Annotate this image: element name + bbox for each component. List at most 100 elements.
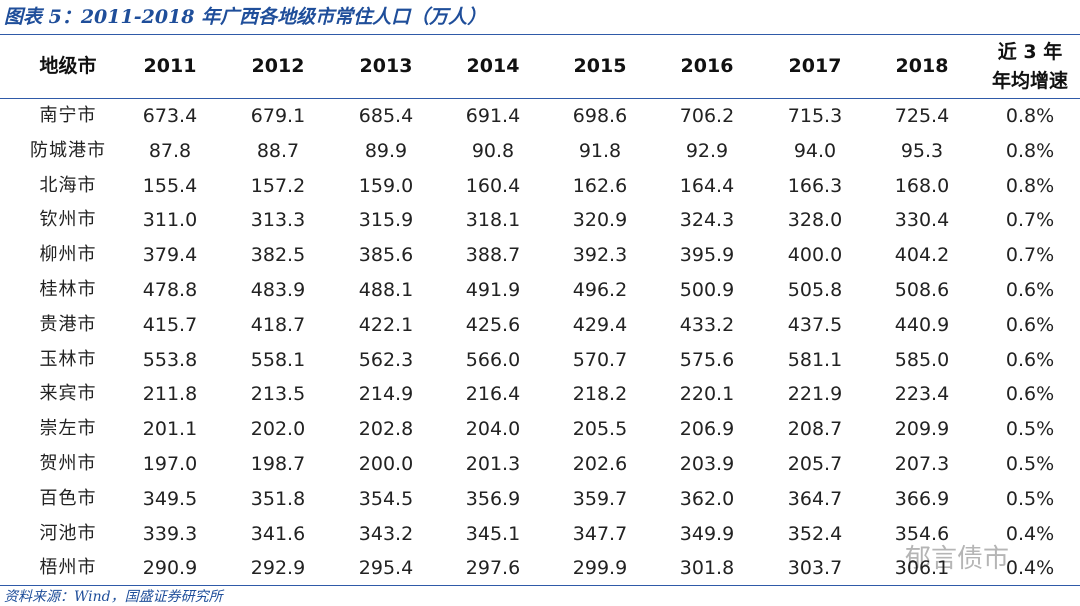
value-cell: 0.4%	[1005, 522, 1055, 545]
value-cell: 379.4	[142, 244, 198, 267]
city-cell: 百色市	[39, 487, 97, 509]
value-cell: 318.1	[465, 209, 521, 232]
value-cell: 349.9	[679, 522, 735, 545]
value-cell: 0.8%	[1005, 105, 1055, 127]
value-cell: 352.4	[787, 522, 843, 545]
value-cell: 570.7	[572, 348, 628, 371]
city-cell: 贺州市	[39, 453, 97, 474]
top-rule	[0, 34, 1080, 35]
value-cell: 95.3	[900, 139, 944, 162]
value-cell: 90.8	[471, 139, 515, 162]
source: 资料来源：Wind，国盛证券研究所	[4, 589, 223, 605]
value-cell: 483.9	[250, 279, 306, 301]
value-cell: 679.1	[250, 105, 306, 127]
value-cell: 0.6%	[1005, 348, 1055, 371]
value-cell: 208.7	[787, 418, 843, 441]
value-cell: 299.9	[572, 557, 628, 580]
header-cell: 2017	[788, 55, 842, 77]
value-cell: 425.6	[465, 313, 521, 336]
value-cell: 87.8	[148, 139, 192, 162]
header-cell: 年均增速	[991, 70, 1069, 92]
value-cell: 0.8%	[1005, 139, 1055, 162]
value-cell: 328.0	[787, 209, 843, 232]
value-cell: 345.1	[465, 522, 521, 545]
value-cell: 685.4	[358, 105, 414, 127]
value-cell: 216.4	[465, 383, 521, 406]
value-cell: 422.1	[358, 313, 414, 336]
value-cell: 562.3	[358, 348, 414, 371]
value-cell: 0.7%	[1005, 209, 1055, 232]
city-cell: 崇左市	[39, 418, 97, 440]
value-cell: 205.5	[572, 418, 628, 441]
value-cell: 585.0	[894, 348, 950, 371]
value-cell: 168.0	[894, 174, 950, 197]
value-cell: 0.7%	[1005, 244, 1055, 267]
value-cell: 0.6%	[1005, 383, 1055, 406]
value-cell: 306.1	[894, 557, 950, 580]
value-cell: 198.7	[250, 453, 306, 475]
value-cell: 88.7	[256, 139, 300, 162]
value-cell: 204.0	[465, 418, 521, 441]
value-cell: 202.0	[250, 418, 306, 441]
city-cell: 南宁市	[39, 105, 97, 126]
value-cell: 400.0	[787, 244, 843, 267]
value-cell: 366.9	[894, 487, 950, 510]
value-cell: 382.5	[250, 244, 306, 267]
city-cell: 钦州市	[39, 209, 97, 231]
value-cell: 575.6	[679, 348, 735, 371]
value-cell: 0.6%	[1005, 279, 1055, 301]
value-cell: 221.9	[787, 383, 843, 406]
value-cell: 164.4	[679, 174, 735, 197]
value-cell: 91.8	[578, 139, 622, 162]
value-cell: 290.9	[142, 557, 198, 580]
city-cell: 柳州市	[39, 244, 97, 266]
value-cell: 364.7	[787, 487, 843, 510]
value-cell: 341.6	[250, 522, 306, 545]
header-rule	[0, 98, 1080, 99]
value-cell: 220.1	[679, 383, 735, 406]
header-cell: 2011	[143, 55, 197, 77]
value-cell: 200.0	[358, 453, 414, 475]
value-cell: 313.3	[250, 209, 306, 232]
value-cell: 558.1	[250, 348, 306, 371]
value-cell: 349.5	[142, 487, 198, 510]
value-cell: 209.9	[894, 418, 950, 441]
value-cell: 297.6	[465, 557, 521, 580]
value-cell: 311.0	[142, 209, 198, 232]
value-cell: 202.6	[572, 453, 628, 475]
city-cell: 北海市	[39, 174, 97, 196]
value-cell: 213.5	[250, 383, 306, 406]
value-cell: 320.9	[572, 209, 628, 232]
city-cell: 梧州市	[39, 557, 97, 579]
value-cell: 295.4	[358, 557, 414, 580]
value-cell: 415.7	[142, 313, 198, 336]
value-cell: 404.2	[894, 244, 950, 267]
value-cell: 92.9	[685, 139, 729, 162]
value-cell: 362.0	[679, 487, 735, 510]
value-cell: 207.3	[894, 453, 950, 475]
value-cell: 433.2	[679, 313, 735, 336]
value-cell: 715.3	[787, 105, 843, 127]
value-cell: 223.4	[894, 383, 950, 406]
value-cell: 330.4	[894, 209, 950, 232]
value-cell: 315.9	[358, 209, 414, 232]
value-cell: 356.9	[465, 487, 521, 510]
value-cell: 162.6	[572, 174, 628, 197]
value-cell: 725.4	[894, 105, 950, 127]
header-cell: 2015	[573, 55, 627, 77]
value-cell: 440.9	[894, 313, 950, 336]
header-cell: 2012	[251, 55, 305, 77]
value-cell: 160.4	[465, 174, 521, 197]
value-cell: 218.2	[572, 383, 628, 406]
value-cell: 491.9	[465, 279, 521, 301]
value-cell: 388.7	[465, 244, 521, 267]
value-cell: 205.7	[787, 453, 843, 475]
value-cell: 339.3	[142, 522, 198, 545]
city-cell: 贵港市	[39, 313, 97, 335]
value-cell: 500.9	[679, 279, 735, 301]
header-cell: 2014	[466, 55, 520, 77]
value-cell: 203.9	[679, 453, 735, 475]
value-cell: 508.6	[894, 279, 950, 301]
header-cell: 2013	[359, 55, 413, 77]
